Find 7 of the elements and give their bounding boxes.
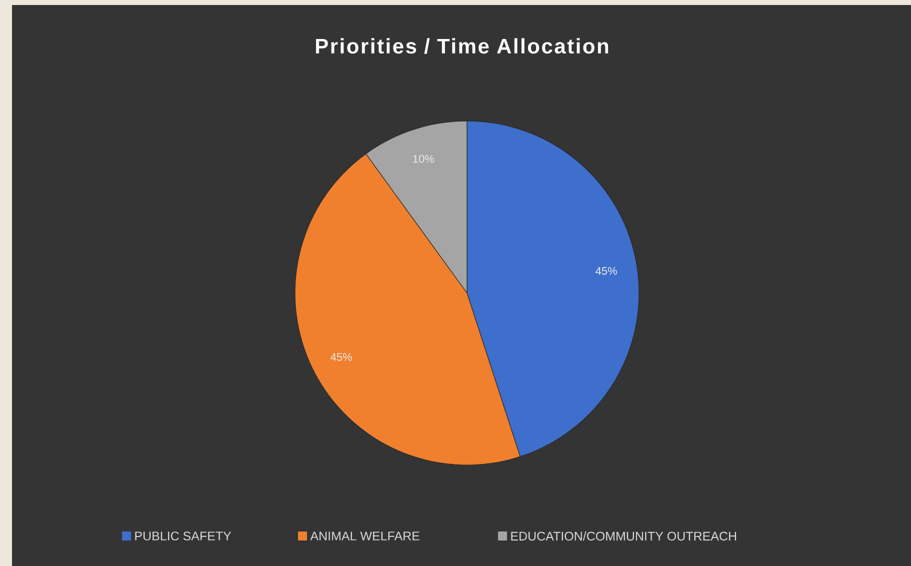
data-label: 45%: [330, 353, 352, 361]
legend-label: PUBLIC SAFETY: [135, 532, 232, 540]
data-label: 10%: [413, 154, 434, 163]
legend-label: ANIMAL WELFARE: [310, 532, 420, 540]
data-label: 45%: [596, 267, 617, 275]
chart-title: Priorities / Time Allocation: [316, 38, 608, 54]
legend-label: EDUCATION/COMMUNITY OUTREACH: [511, 531, 736, 541]
